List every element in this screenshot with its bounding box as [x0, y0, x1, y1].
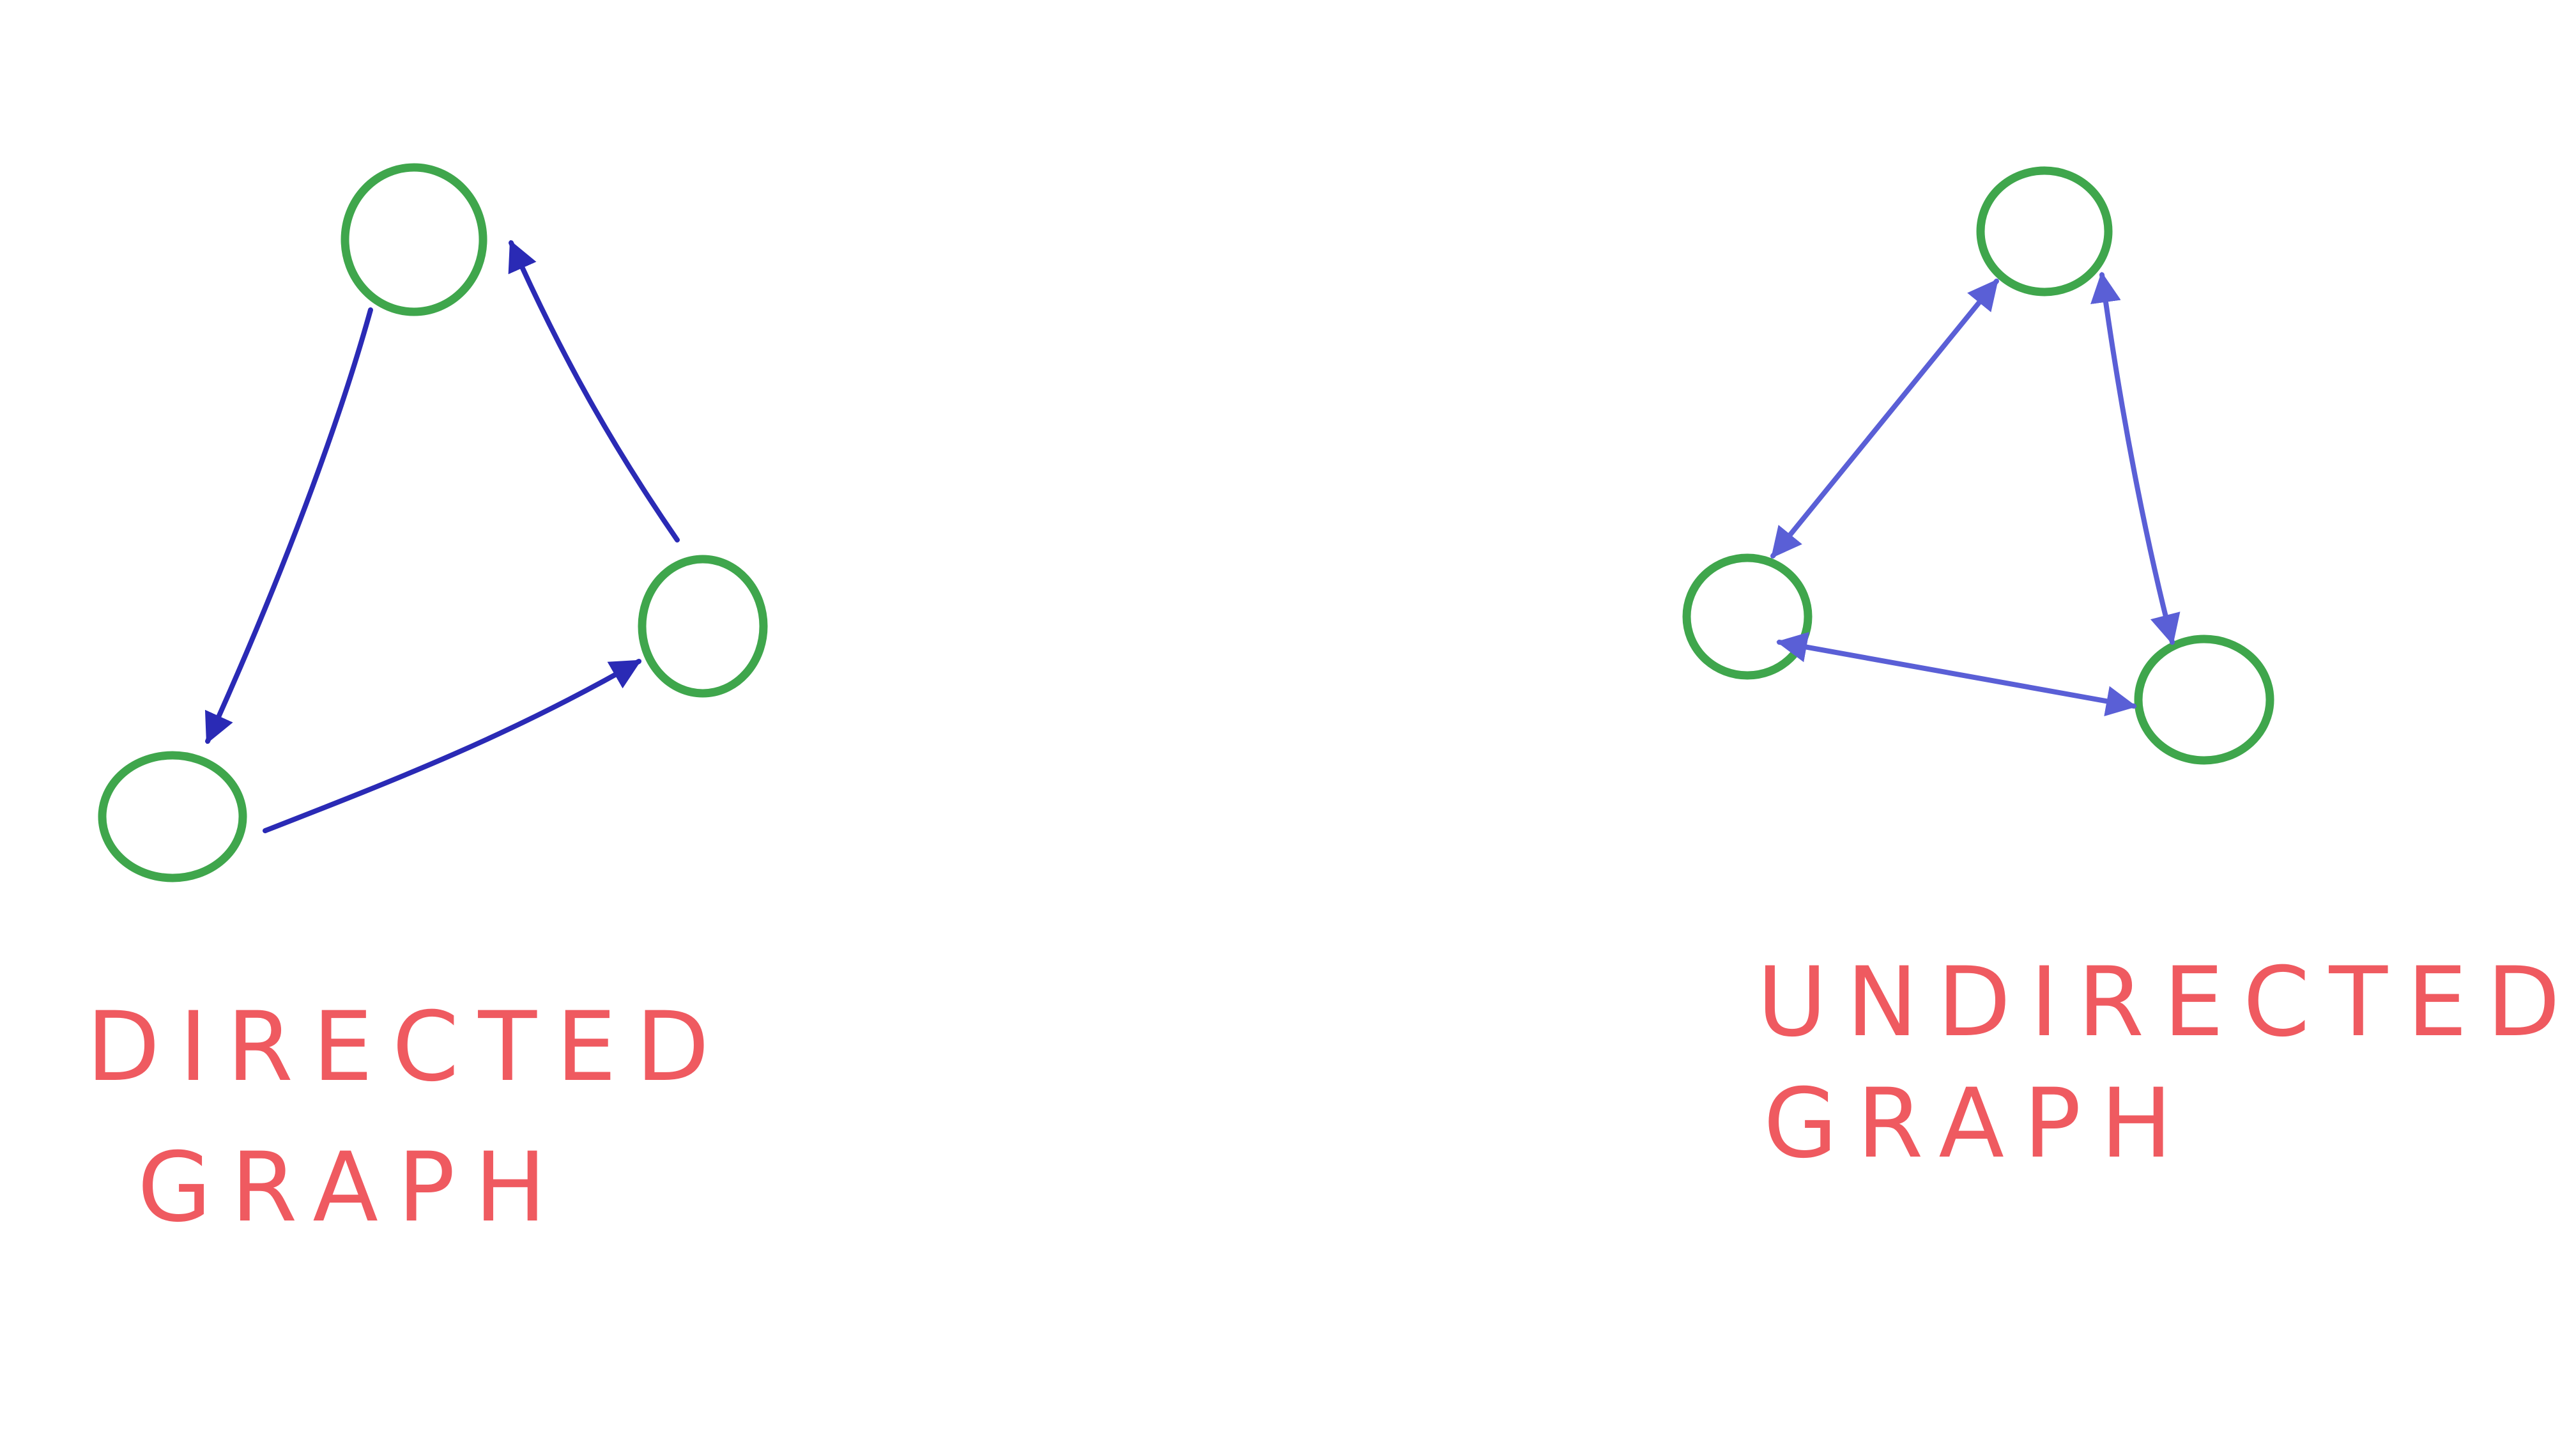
directed-node-bottom-left: [98, 751, 247, 882]
directed-caption-line2: GRAPH: [137, 1132, 565, 1243]
undirected-edge-left-top: [1770, 279, 1999, 558]
undirected-node-top: [1976, 166, 2113, 296]
undirected-node-left: [1682, 553, 1813, 680]
undirected-edge-top-bottom-right: [2090, 272, 2181, 645]
directed-node-top: [341, 163, 487, 316]
directed-edge-right-to-top: [508, 240, 680, 543]
directed-caption-line1: DIRECTED: [86, 992, 728, 1103]
undirected-graph: UNDIRECTED GRAPH: [1682, 166, 2576, 1180]
directed-edge-bottom-left-to-right: [263, 659, 642, 833]
undirected-caption-line1: UNDIRECTED: [1757, 947, 2576, 1058]
undirected-edge-left-bottom-right: [1776, 632, 2137, 716]
directed-edge-top-to-bottom-left: [204, 307, 373, 744]
directed-node-right: [638, 555, 768, 698]
directed-graph: DIRECTED GRAPH: [86, 163, 768, 1243]
undirected-node-bottom-right: [2134, 635, 2274, 765]
undirected-caption-line2: GRAPH: [1763, 1068, 2191, 1180]
